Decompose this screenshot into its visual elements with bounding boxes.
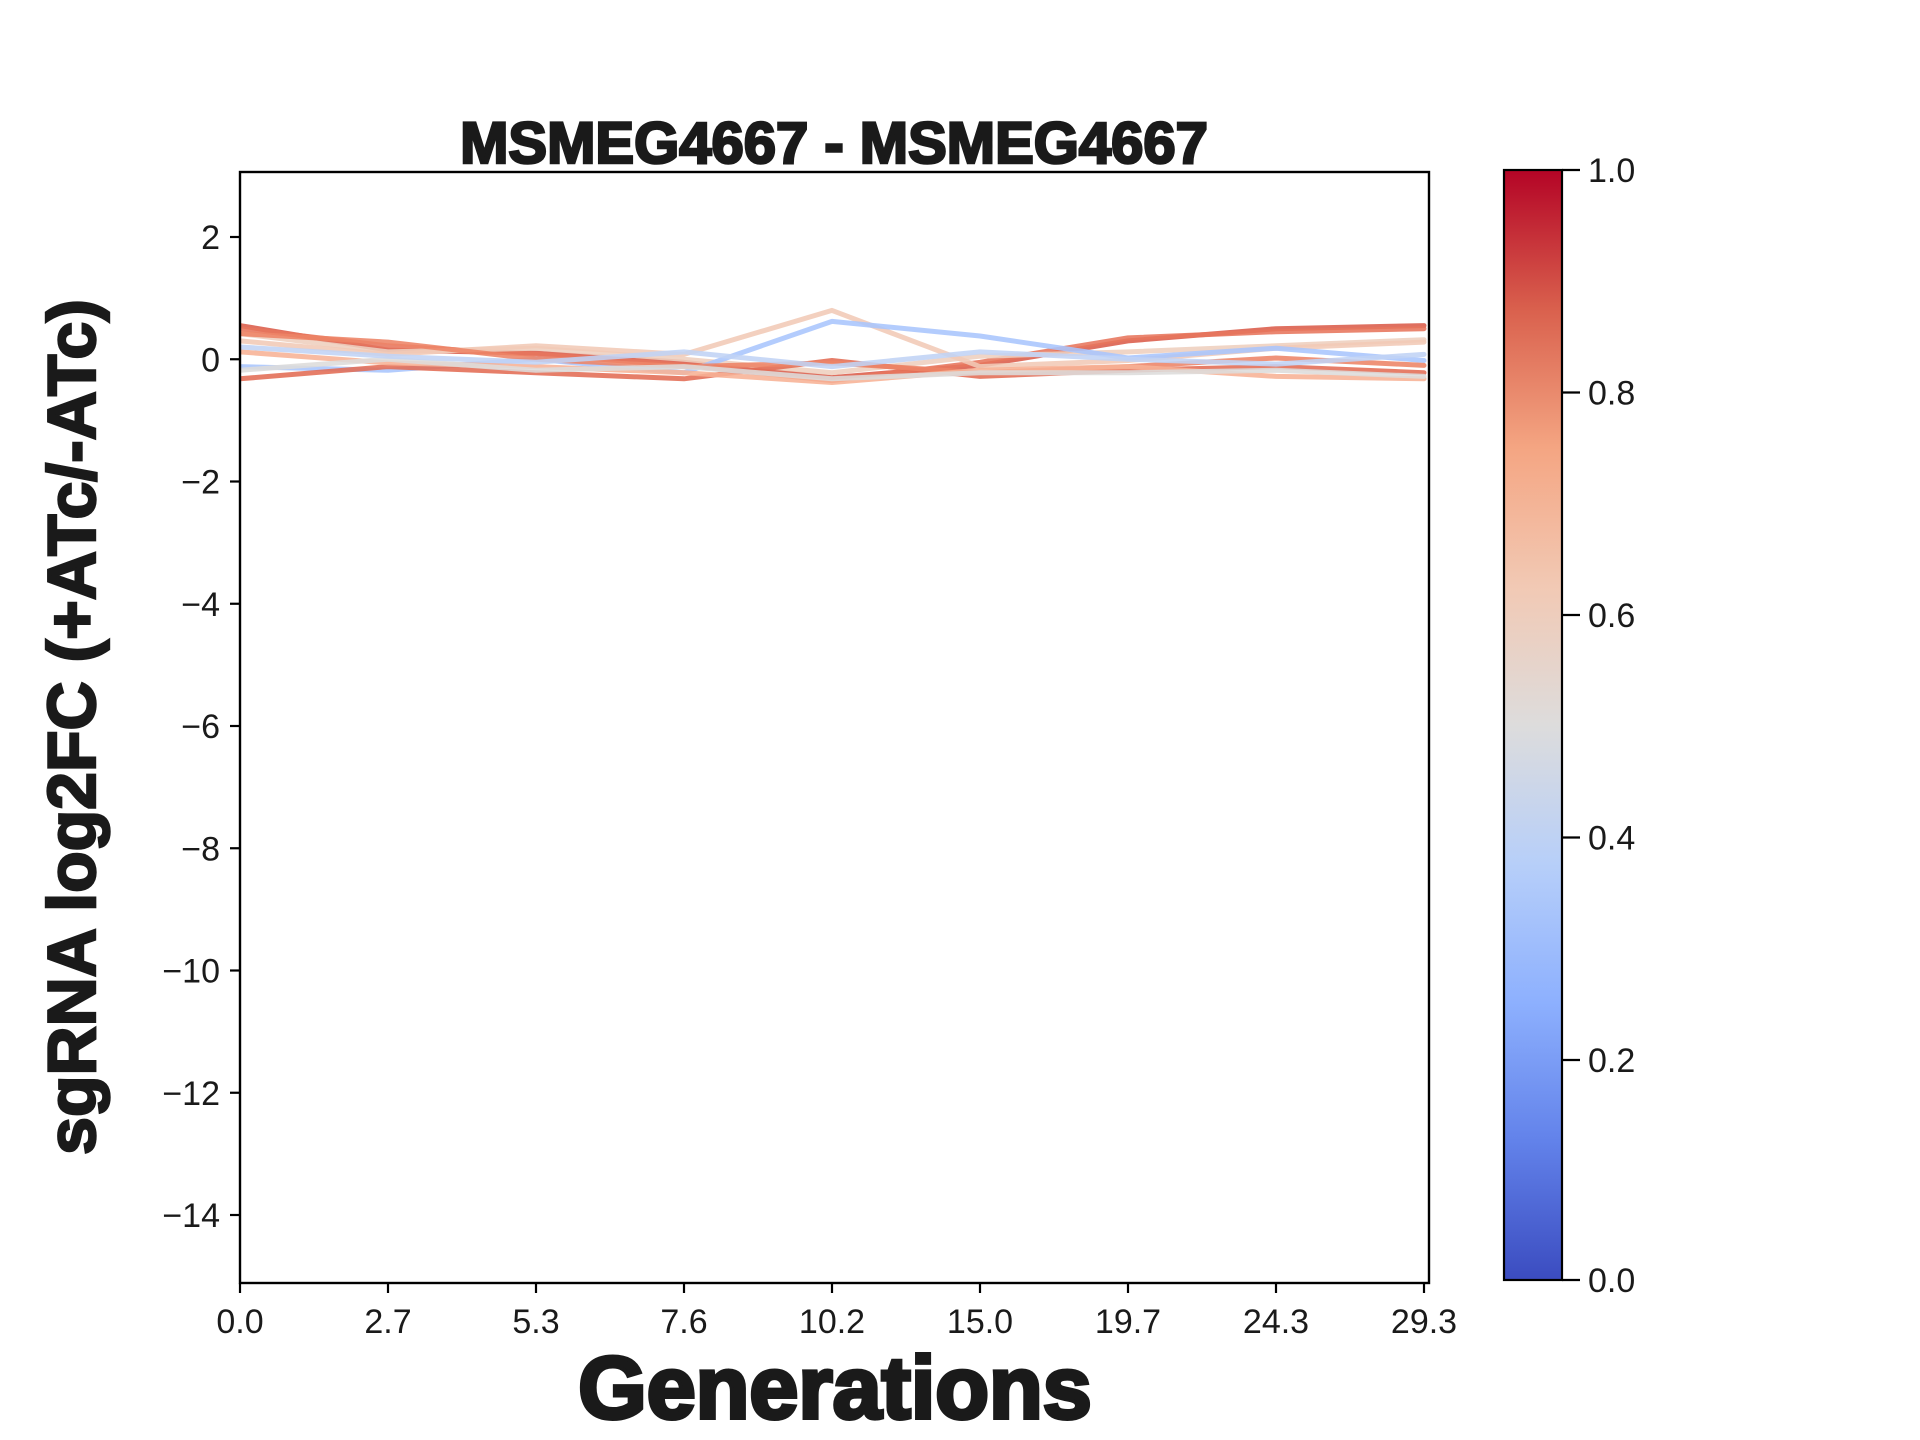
svg-text:−14: −14: [162, 1197, 220, 1235]
svg-text:−12: −12: [162, 1075, 220, 1113]
svg-text:0.4: 0.4: [1588, 820, 1635, 858]
svg-text:−2: −2: [181, 464, 220, 502]
svg-text:sgRNA log2FC (+ATc/-ATc): sgRNA log2FC (+ATc/-ATc): [34, 299, 110, 1155]
svg-text:10.2: 10.2: [799, 1303, 865, 1341]
svg-text:2.7: 2.7: [364, 1303, 411, 1341]
svg-text:MSMEG4667 - MSMEG4667: MSMEG4667 - MSMEG4667: [460, 111, 1208, 176]
svg-text:2: 2: [201, 219, 220, 257]
svg-text:Generations: Generations: [578, 1338, 1091, 1437]
svg-text:24.3: 24.3: [1243, 1303, 1309, 1341]
svg-text:−10: −10: [162, 953, 220, 991]
svg-text:19.7: 19.7: [1095, 1303, 1161, 1341]
svg-text:0: 0: [201, 341, 220, 379]
svg-text:15.0: 15.0: [947, 1303, 1013, 1341]
svg-text:0.2: 0.2: [1588, 1042, 1635, 1080]
svg-text:5.3: 5.3: [512, 1303, 559, 1341]
svg-text:−4: −4: [181, 586, 220, 624]
svg-text:1.0: 1.0: [1588, 152, 1635, 190]
svg-text:−8: −8: [181, 830, 220, 868]
svg-text:0.8: 0.8: [1588, 375, 1635, 413]
svg-text:0.0: 0.0: [1588, 1262, 1635, 1300]
svg-text:29.3: 29.3: [1391, 1303, 1457, 1341]
svg-text:0.6: 0.6: [1588, 597, 1635, 635]
svg-text:0.0: 0.0: [216, 1303, 263, 1341]
svg-text:7.6: 7.6: [660, 1303, 707, 1341]
svg-text:−6: −6: [181, 708, 220, 746]
